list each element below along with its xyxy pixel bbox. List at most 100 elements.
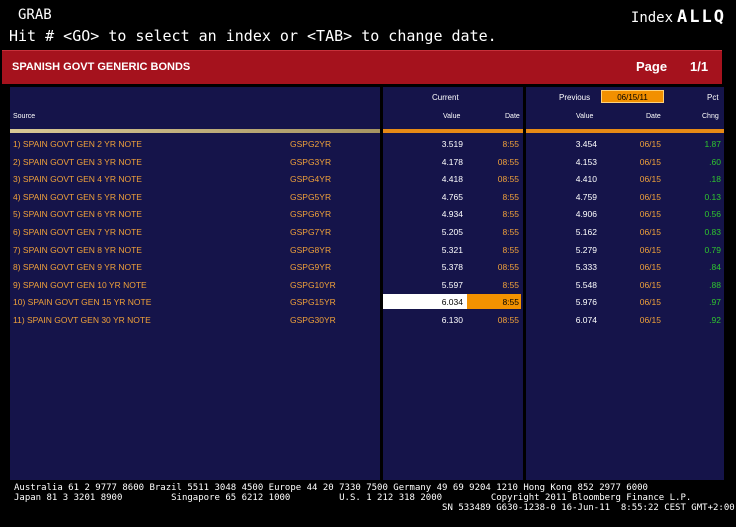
previous-value: 5.548	[575, 279, 597, 290]
previous-date: 06/15	[639, 156, 661, 167]
bond-name[interactable]: 11) SPAIN GOVT GEN 30 YR NOTE	[13, 315, 151, 325]
current-date: 08:55	[497, 315, 519, 325]
bond-row[interactable]: 9) SPAIN GOVT GEN 10 YR NOTE GSPG10YR 5.59…	[10, 276, 724, 293]
current-date: 8:55	[502, 191, 519, 202]
bond-name[interactable]: 6) SPAIN GOVT GEN 7 YR NOTE	[13, 227, 142, 237]
current-value: 5.321	[441, 244, 463, 255]
previous-value: 6.074	[575, 315, 597, 325]
page-label: Page	[636, 59, 668, 74]
previous-date: 06/15	[639, 244, 661, 255]
current-header: Current	[432, 93, 459, 102]
bond-ticker: GSPG10YR	[290, 279, 336, 290]
selected-value-highlight	[383, 294, 467, 310]
current-date: 08:55	[497, 262, 519, 273]
previous-value: 5.976	[575, 297, 597, 308]
pct-change: .97	[709, 297, 721, 308]
bond-row[interactable]: 1) SPAIN GOVT GEN 2 YR NOTE GSPG2YR 3.519 8…	[10, 135, 724, 152]
current-date: 8:55	[502, 279, 519, 290]
title-bar: SPANISH GOVT GENERIC BONDS Page 1/1	[2, 50, 722, 84]
bond-ticker: GSPG7YR	[290, 227, 332, 237]
previous-date: 06/15	[639, 297, 661, 308]
pct-change: .60	[709, 156, 721, 167]
current-value: 6.034	[441, 297, 463, 308]
bond-ticker: GSPG6YR	[290, 209, 332, 220]
pct-change: 0.13	[704, 191, 721, 202]
current-date: 8:55	[502, 297, 519, 308]
current-value: 3.519	[441, 139, 463, 149]
grab-label: GRAB	[18, 7, 52, 23]
previous-value: 4.410	[575, 174, 597, 185]
index-label: Index	[630, 10, 674, 26]
pct-change: 0.79	[704, 244, 721, 255]
footer-contacts-1: Australia 61 2 9777 8600 Brazil 5511 304…	[14, 483, 648, 493]
current-value: 4.934	[441, 209, 463, 220]
previous-value: 5.333	[575, 262, 597, 273]
bond-name[interactable]: 7) SPAIN GOVT GEN 8 YR NOTE	[13, 244, 142, 255]
previous-value-header: Value	[576, 113, 594, 120]
current-value: 5.205	[441, 227, 463, 237]
current-value: 5.597	[441, 279, 463, 290]
bond-row[interactable]: 5) SPAIN GOVT GEN 6 YR NOTE GSPG6YR 4.934 8…	[10, 205, 724, 222]
current-date: 8:55	[502, 244, 519, 255]
header-rule-current	[383, 129, 523, 133]
bond-row[interactable]: 2) SPAIN GOVT GEN 3 YR NOTE GSPG3YR 4.178 0…	[10, 153, 724, 170]
bond-row[interactable]: 8) SPAIN GOVT GEN 9 YR NOTE GSPG9YR 5.378 0…	[10, 258, 724, 275]
pct-change: .84	[709, 262, 721, 273]
bond-ticker: GSPG8YR	[290, 244, 332, 255]
footer-contacts-2: Japan 81 3 3201 8900 Singapore 65 6212 1…	[14, 493, 692, 503]
previous-header: Previous	[559, 93, 591, 102]
previous-date-field[interactable]: 06/15/11	[601, 90, 664, 103]
bond-row[interactable]: 6) SPAIN GOVT GEN 7 YR NOTE GSPG7YR 5.205 8…	[10, 223, 724, 240]
bond-ticker: GSPG2YR	[290, 139, 332, 149]
current-date: 08:55	[497, 156, 519, 167]
bond-name[interactable]: 1) SPAIN GOVT GEN 2 YR NOTE	[13, 139, 142, 149]
current-value: 4.765	[441, 191, 463, 202]
current-date-header: Date	[505, 113, 520, 120]
bond-name[interactable]: 10) SPAIN GOVT GEN 15 YR NOTE	[13, 297, 152, 308]
current-value: 6.130	[441, 315, 463, 325]
bond-name[interactable]: 9) SPAIN GOVT GEN 10 YR NOTE	[13, 279, 147, 290]
previous-date: 06/15	[639, 209, 661, 220]
current-value: 5.378	[441, 262, 463, 273]
bond-ticker: GSPG4YR	[290, 174, 332, 185]
previous-value: 4.906	[575, 209, 597, 220]
bond-ticker: GSPG30YR	[290, 315, 336, 325]
previous-value: 3.454	[575, 139, 597, 149]
current-date: 8:55	[502, 139, 519, 149]
pct-chng-header: Chng	[702, 113, 719, 120]
index-indicator: Index ALLQ	[631, 7, 726, 27]
previous-date: 06/15	[639, 279, 661, 290]
previous-panel	[526, 87, 724, 480]
bond-ticker: GSPG15YR	[290, 297, 336, 308]
bond-row[interactable]: 4) SPAIN GOVT GEN 5 YR NOTE GSPG5YR 4.765 8…	[10, 188, 724, 205]
bond-grid: Current Previous 06/15/11 Pct Source Val…	[10, 87, 724, 480]
bond-row[interactable]: 3) SPAIN GOVT GEN 4 YR NOTE GSPG4YR 4.418 0…	[10, 170, 724, 187]
footer-session-info: SN 533489 G630-1238-0 16-Jun-11 8:55:22 …	[14, 503, 735, 513]
current-value: 4.418	[441, 174, 463, 185]
previous-value: 4.759	[575, 191, 597, 202]
page-title: SPANISH GOVT GENERIC BONDS	[12, 61, 191, 73]
pct-change: 1.87	[704, 139, 721, 149]
pct-change: 0.56	[704, 209, 721, 220]
source-header: Source	[13, 113, 36, 120]
previous-date: 06/15	[639, 227, 661, 237]
bond-ticker: GSPG5YR	[290, 191, 332, 202]
previous-date: 06/15	[639, 262, 661, 273]
bond-name[interactable]: 2) SPAIN GOVT GEN 3 YR NOTE	[13, 156, 142, 167]
pct-change: .88	[709, 279, 721, 290]
previous-date: 06/15	[639, 191, 661, 202]
bond-name[interactable]: 4) SPAIN GOVT GEN 5 YR NOTE	[13, 191, 142, 202]
current-value: 4.178	[441, 156, 463, 167]
bond-name[interactable]: 3) SPAIN GOVT GEN 4 YR NOTE	[13, 174, 142, 185]
current-panel	[383, 87, 523, 480]
bond-row[interactable]: 11) SPAIN GOVT GEN 30 YR NOTE GSPG30YR 6.1…	[10, 311, 724, 328]
bond-row[interactable]: 10) SPAIN GOVT GEN 15 YR NOTE GSPG15YR 6.0…	[10, 293, 724, 310]
bond-row[interactable]: 7) SPAIN GOVT GEN 8 YR NOTE GSPG8YR 5.321 8…	[10, 241, 724, 258]
bond-name[interactable]: 5) SPAIN GOVT GEN 6 YR NOTE	[13, 209, 142, 220]
current-date: 8:55	[502, 227, 519, 237]
source-panel	[10, 87, 380, 480]
current-date: 08:55	[497, 174, 519, 185]
bond-ticker: GSPG3YR	[290, 156, 332, 167]
bond-name[interactable]: 8) SPAIN GOVT GEN 9 YR NOTE	[13, 262, 142, 273]
header-rule-source	[10, 129, 380, 133]
